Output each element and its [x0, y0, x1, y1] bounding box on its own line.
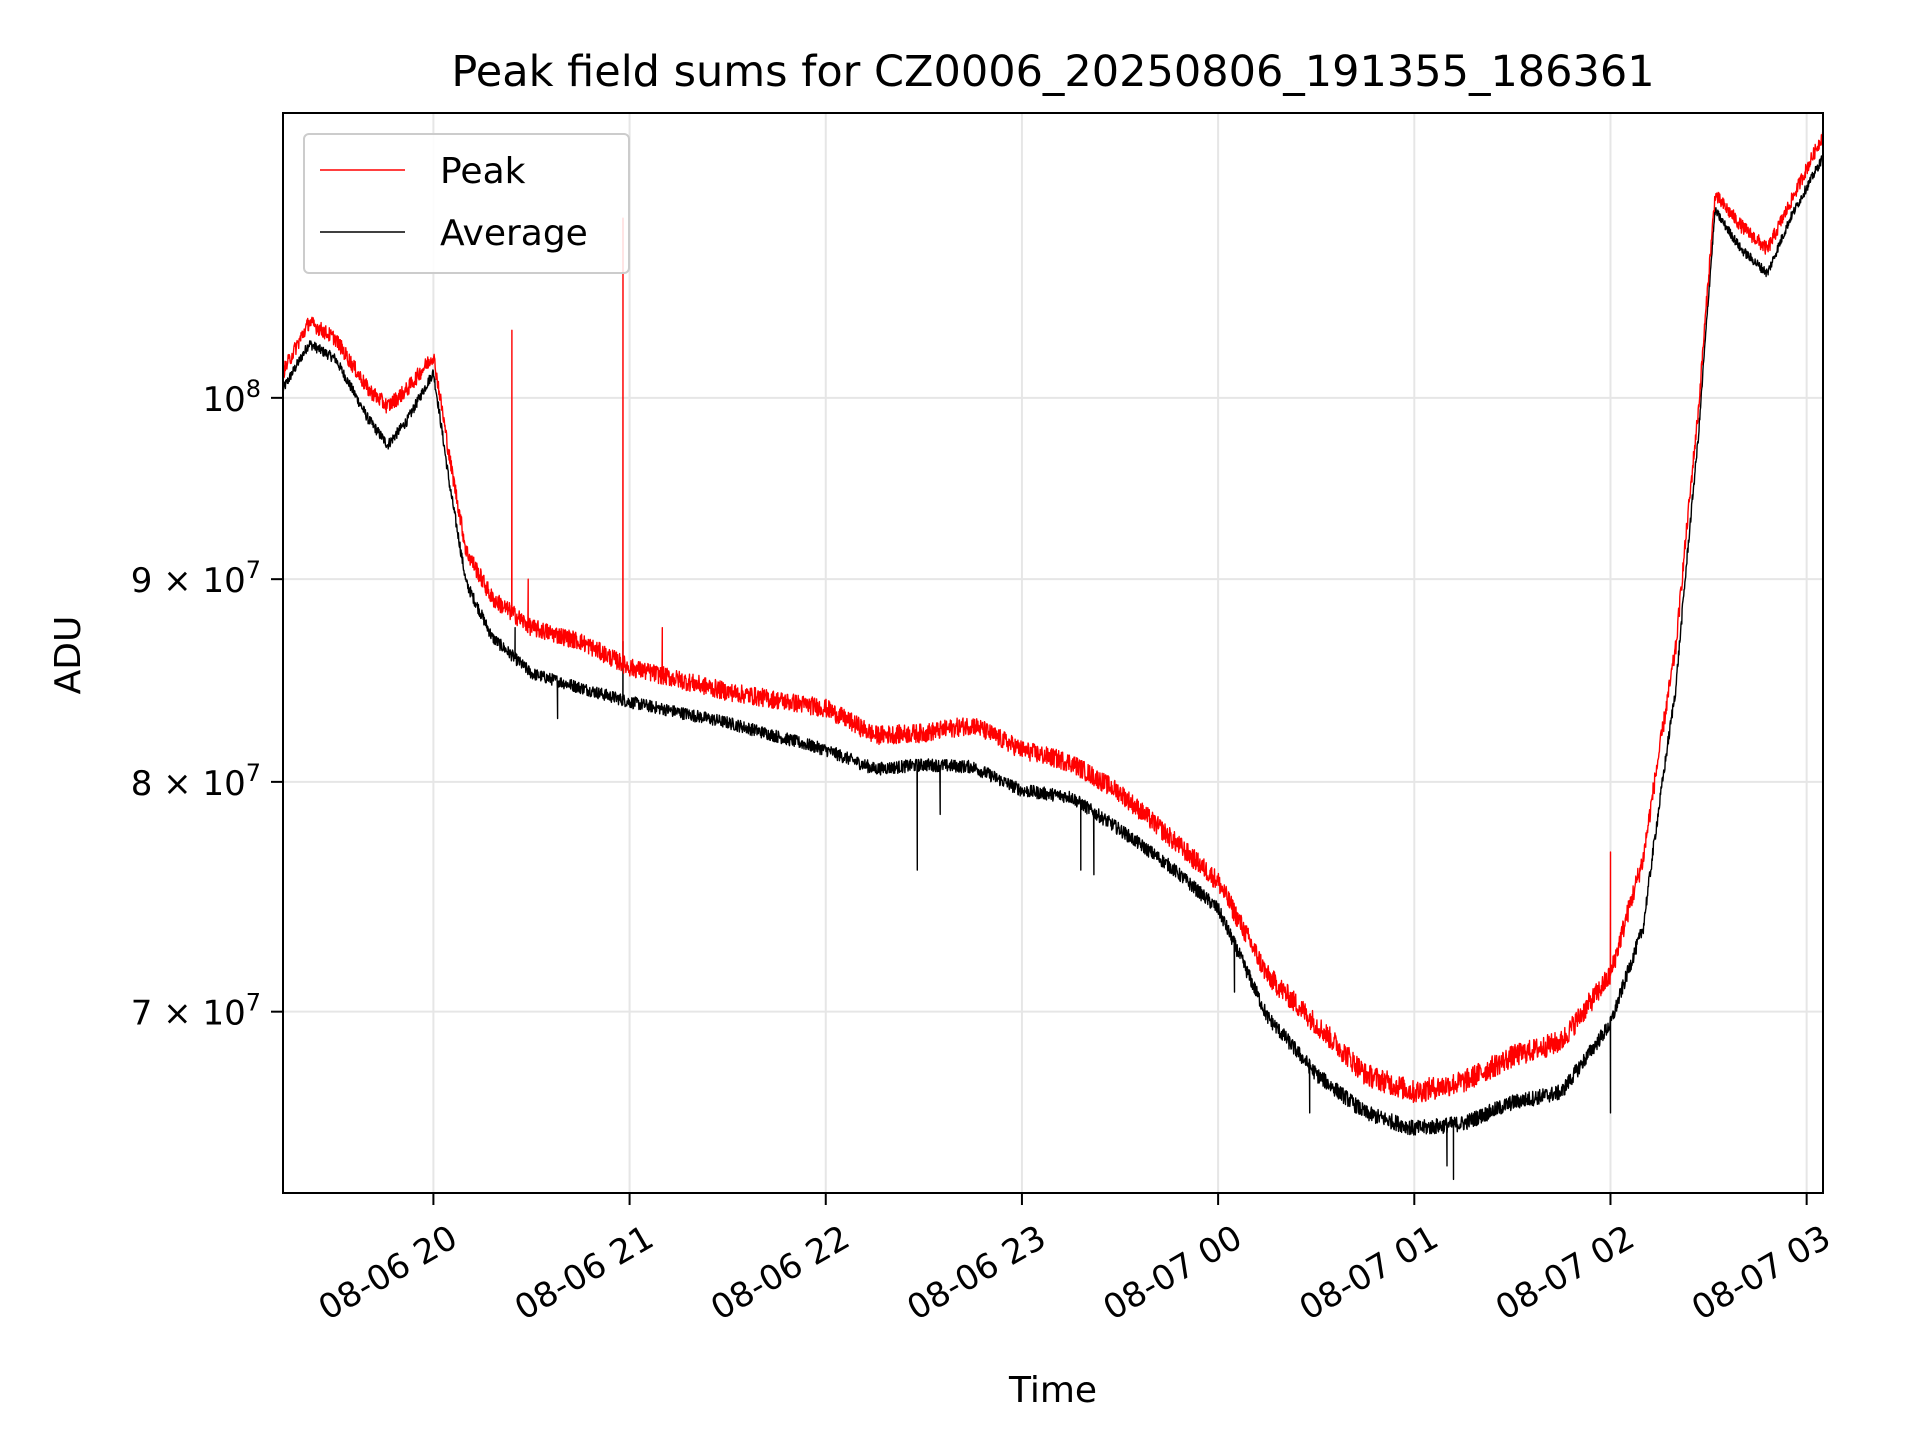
y-tick-label-base: 10: [202, 380, 245, 420]
legend: Peak Average: [303, 133, 630, 274]
series-line-peak: [283, 132, 1823, 1104]
x-tick-label: 08-07 01: [1293, 1218, 1445, 1329]
x-tick-label: 08-06 21: [508, 1218, 660, 1329]
series-layer: [283, 132, 1823, 1181]
y-tick-label: 9 × 107: [131, 556, 261, 601]
x-tick-label: 08-07 03: [1685, 1218, 1837, 1329]
x-tick-label: 08-06 20: [312, 1218, 464, 1329]
y-axis-label: ADU: [48, 616, 89, 695]
y-tick-label: 8 × 107: [131, 759, 261, 804]
x-tick-label: 08-07 00: [1097, 1218, 1249, 1329]
y-tick-label-base: 9 × 10: [131, 561, 246, 601]
chart-title: Peak field sums for CZ0006_20250806_1913…: [451, 47, 1654, 97]
y-tick-label-exponent: 7: [246, 989, 261, 1017]
y-tick-label-base: 7 × 10: [131, 994, 246, 1034]
legend-frame: [303, 133, 630, 274]
x-axis: 08-06 20 08-06 21 08-06 22 08-06 23 08-07 00…: [312, 1193, 1838, 1329]
x-axis-label: Time: [1008, 1370, 1097, 1411]
y-tick-label-base: 8 × 10: [131, 764, 246, 804]
y-tick-label-exponent: 7: [246, 556, 261, 584]
grid: [283, 113, 1823, 1193]
x-tick-label: 08-06 22: [704, 1218, 856, 1329]
y-tick-label: 7 × 107: [131, 989, 261, 1034]
x-tick-label: 08-06 23: [900, 1218, 1052, 1329]
y-tick-label: 108: [202, 375, 261, 420]
series-line-average: [283, 155, 1823, 1181]
x-tick-label: 08-07 02: [1489, 1218, 1641, 1329]
y-tick-label-exponent: 7: [246, 759, 261, 787]
y-tick-label-exponent: 8: [246, 375, 261, 403]
plot-frame: [282, 112, 1824, 1194]
legend-label-average: Average: [440, 213, 588, 254]
legend-label-peak: Peak: [440, 151, 526, 192]
